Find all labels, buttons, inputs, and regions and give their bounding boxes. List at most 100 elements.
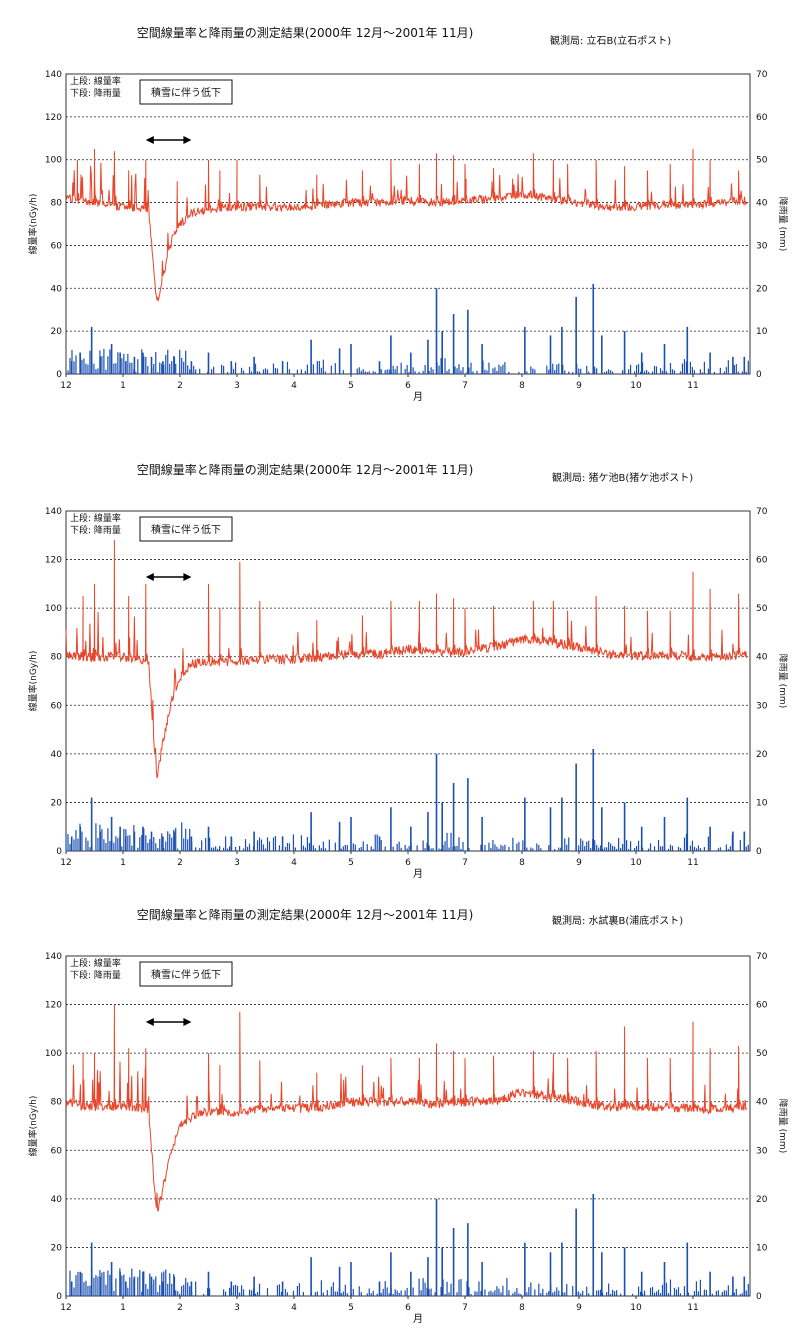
x-tick-label: 9 (576, 858, 582, 868)
x-tick-label: 4 (291, 858, 297, 868)
y-right-tick-label: 0 (756, 1292, 762, 1302)
y-right-tick-label: 10 (756, 798, 768, 808)
y-left-tick-label: 40 (51, 1195, 63, 1205)
annotation-box (139, 961, 233, 987)
annotation-text: 積雪に伴う低下 (151, 523, 221, 536)
x-tick-label: 7 (462, 858, 468, 868)
x-tick-label: 9 (576, 381, 582, 391)
legend-upper: 上段: 線量率 (70, 957, 121, 969)
x-tick-label: 1 (120, 858, 126, 868)
y-right-axis-label: 降雨量 (mm) (777, 1099, 789, 1153)
chart-title: 空間線量率と降雨量の測定結果(2000年 12月～2001年 11月) (136, 26, 474, 40)
y-right-tick-label: 0 (756, 370, 762, 380)
y-left-tick-label: 0 (56, 1292, 62, 1302)
x-tick-label: 9 (576, 1303, 582, 1313)
y-left-axis-label: 線量率(nGy/h) (27, 651, 39, 712)
x-tick-label: 10 (630, 858, 642, 868)
x-tick-label: 2 (177, 1303, 183, 1313)
legend-lower: 下段: 降雨量 (70, 87, 121, 99)
x-tick-label: 11 (687, 381, 698, 391)
y-right-tick-label: 70 (756, 952, 768, 962)
arrowhead-left (145, 573, 154, 581)
y-left-tick-label: 60 (51, 1146, 63, 1156)
x-tick-label: 3 (234, 858, 240, 868)
plot-frame (65, 510, 751, 852)
y-right-axis-label: 降雨量 (mm) (777, 654, 789, 708)
y-right-tick-label: 20 (756, 750, 768, 760)
y-left-axis-label: 線量率(nGy/h) (27, 1096, 39, 1157)
y-right-tick-label: 20 (756, 1195, 768, 1205)
y-left-tick-label: 40 (51, 750, 63, 760)
x-tick-label: 5 (348, 858, 354, 868)
x-axis-label: 月 (413, 391, 423, 403)
legend-lower: 下段: 降雨量 (70, 524, 121, 536)
y-left-tick-label: 80 (51, 1098, 63, 1108)
chart-panel-1: 空間線量率と降雨量の測定結果(2000年 12月～2001年 11月) 観測局:… (0, 0, 800, 445)
x-tick-label: 4 (291, 381, 297, 391)
annotation-text: 積雪に伴う低下 (151, 86, 221, 99)
y-right-tick-label: 0 (756, 847, 762, 857)
station-label: 観測局: 猪ケ池B(猪ケ池ポスト) (552, 473, 694, 484)
x-tick-label: 1 (120, 1303, 126, 1313)
dose-rate-line (65, 1004, 748, 1212)
plot-frame (65, 73, 751, 375)
y-right-tick-label: 50 (756, 156, 768, 166)
y-left-tick-label: 0 (56, 847, 62, 857)
y-right-tick-label: 50 (756, 604, 768, 614)
y-right-tick-label: 40 (756, 1098, 768, 1108)
chart-panel-2: 空間線量率と降雨量の測定結果(2000年 12月～2001年 11月) 観測局:… (0, 445, 800, 890)
x-axis-label: 月 (413, 868, 423, 880)
arrowhead-right (183, 573, 192, 581)
y-left-tick-label: 100 (45, 1049, 62, 1059)
plot-frame (65, 955, 751, 1297)
chart-title: 空間線量率と降雨量の測定結果(2000年 12月～2001年 11月) (136, 908, 474, 922)
x-tick-label: 4 (291, 1303, 297, 1313)
y-left-tick-label: 120 (45, 113, 62, 123)
chart-panel-3: 空間線量率と降雨量の測定結果(2000年 12月～2001年 11月) 観測局:… (0, 890, 800, 1339)
y-left-tick-label: 20 (51, 327, 63, 337)
y-right-tick-label: 40 (756, 199, 768, 209)
y-right-tick-label: 10 (756, 327, 768, 337)
y-right-tick-label: 50 (756, 1049, 768, 1059)
x-tick-label: 2 (177, 381, 183, 391)
x-tick-label: 12 (60, 1303, 71, 1313)
y-left-axis-label: 線量率(nGy/h) (27, 194, 39, 255)
annotation-text: 積雪に伴う低下 (151, 968, 221, 981)
legend-upper: 上段: 線量率 (70, 75, 121, 87)
y-left-tick-label: 80 (51, 653, 63, 663)
dose-rate-line (65, 540, 748, 779)
x-tick-label: 12 (60, 381, 71, 391)
y-right-tick-label: 70 (756, 70, 768, 80)
x-tick-label: 11 (687, 858, 698, 868)
y-right-tick-label: 30 (756, 701, 768, 711)
x-tick-label: 3 (234, 1303, 240, 1313)
y-left-tick-label: 0 (56, 370, 62, 380)
x-tick-label: 5 (348, 381, 354, 391)
x-axis-label: 月 (413, 1313, 423, 1325)
y-left-tick-label: 140 (45, 952, 62, 962)
y-left-tick-label: 140 (45, 507, 62, 517)
legend-upper: 上段: 線量率 (70, 512, 121, 524)
annotation-box (139, 79, 233, 105)
station-label: 観測局: 立石B(立石ポスト) (550, 36, 672, 47)
y-left-tick-label: 140 (45, 70, 62, 80)
x-tick-label: 8 (519, 858, 525, 868)
annotation-box (139, 516, 233, 542)
y-right-tick-label: 20 (756, 284, 768, 294)
x-tick-label: 3 (234, 381, 240, 391)
y-right-tick-label: 30 (756, 1146, 768, 1156)
y-right-tick-label: 60 (756, 1001, 768, 1011)
y-right-tick-label: 60 (756, 113, 768, 123)
legend-lower: 下段: 降雨量 (70, 969, 121, 981)
x-tick-label: 10 (630, 1303, 642, 1313)
x-tick-label: 8 (519, 1303, 525, 1313)
x-tick-label: 2 (177, 858, 183, 868)
x-tick-label: 1 (120, 381, 126, 391)
y-left-tick-label: 20 (51, 1243, 63, 1253)
y-left-tick-label: 40 (51, 284, 63, 294)
y-left-tick-label: 80 (51, 199, 63, 209)
arrowhead-left (145, 136, 154, 144)
x-tick-label: 10 (630, 381, 642, 391)
